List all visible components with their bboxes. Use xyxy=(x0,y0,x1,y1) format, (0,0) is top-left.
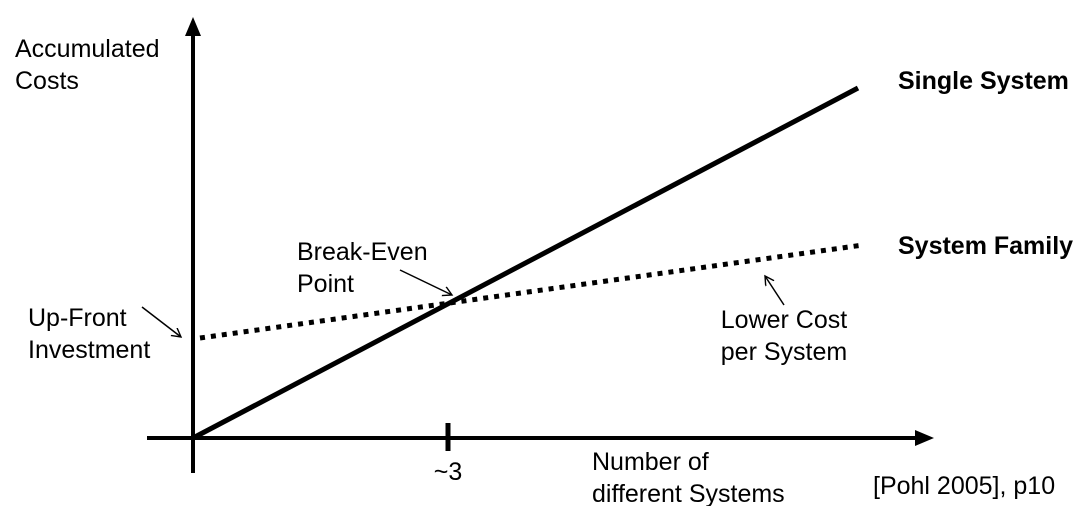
up-front-annotation-line1: Up-Front xyxy=(28,304,127,332)
up-front-annotation-label: Up-Front Investment xyxy=(28,302,150,366)
break-even-annotation-line1: Break-Even xyxy=(297,238,428,266)
x-axis-title-line1: Number of xyxy=(592,448,709,476)
y-axis-title-line1: Accumulated xyxy=(15,35,160,63)
lower-cost-annotation-label: Lower Cost per System xyxy=(706,304,862,368)
break-even-annotation-line2: Point xyxy=(297,270,354,298)
citation: [Pohl 2005], p10 xyxy=(873,472,1056,500)
lower-cost-annotation-line2: per System xyxy=(720,338,848,366)
break-even-annotation-label: Break-Even Point xyxy=(297,236,428,300)
single-system-series-label: Single System xyxy=(898,67,1069,95)
single-system-line xyxy=(191,85,860,441)
break-even-annotation-arrow xyxy=(399,269,452,295)
up-front-annotation-line2: Investment xyxy=(28,336,151,364)
lower-cost-annotation-arrow xyxy=(765,276,785,306)
lower-cost-annotation-line1: Lower Cost xyxy=(720,306,848,334)
y-axis-title-line2: Costs xyxy=(15,67,79,95)
system-family-line xyxy=(199,242,864,341)
system-family-series-label: System Family xyxy=(898,232,1074,260)
up-front-annotation-arrow xyxy=(141,306,181,337)
x-axis-tick-label: ~3 xyxy=(433,458,463,486)
x-axis-title-line2: different Systems xyxy=(592,480,785,506)
x-axis-title: Number of different Systems xyxy=(592,446,785,506)
y-axis-title: Accumulated Costs xyxy=(15,33,160,97)
